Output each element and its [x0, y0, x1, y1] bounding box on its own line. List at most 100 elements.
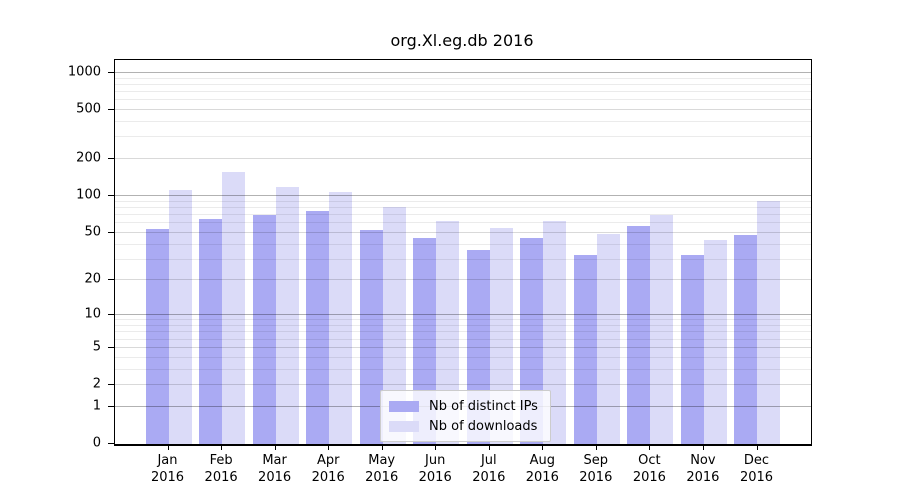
y-tick-mark-10	[108, 314, 114, 316]
gridline-5	[115, 346, 811, 348]
legend-label-distinct-ips: Nb of distinct IPs	[429, 398, 538, 414]
y-tick-label-20: 20	[84, 271, 101, 287]
legend-row-distinct-ips: Nb of distinct IPs	[389, 396, 538, 416]
x-tick-mark-apr	[328, 445, 330, 450]
gridline-2	[115, 384, 811, 385]
y-tick-mark-500	[108, 109, 114, 110]
x-tick-label-jun: Jun 2016	[418, 453, 452, 485]
y-tick-label-10: 10	[84, 306, 101, 322]
plot-area: Nb of distinct IPs Nb of downloads	[114, 59, 812, 446]
gridline-40	[115, 243, 811, 245]
gridline-300	[115, 136, 811, 138]
gridline-1000	[115, 71, 811, 73]
gridline-9	[115, 319, 811, 321]
legend-row-downloads: Nb of downloads	[389, 416, 538, 436]
x-tick-mark-may	[381, 445, 383, 450]
gridline-6	[115, 338, 811, 340]
bar-distinct-ips-oct	[627, 225, 651, 444]
y-tick-label-50: 50	[84, 224, 101, 240]
y-tick-mark-0	[108, 443, 114, 444]
x-tick-mark-jun	[435, 445, 437, 450]
x-tick-mark-sep	[595, 445, 597, 450]
bar-downloads-jun	[436, 220, 460, 444]
x-tick-mark-nov	[702, 445, 704, 450]
x-tick-mark-feb	[221, 445, 223, 450]
gridline-70	[115, 214, 811, 215]
x-tick-mark-mar	[274, 445, 276, 450]
gridline-100	[115, 195, 811, 197]
bar-distinct-ips-mar	[252, 215, 276, 444]
gridline-7	[115, 331, 811, 333]
gridline-700	[115, 91, 811, 92]
x-tick-mark-oct	[649, 445, 651, 450]
x-tick-label-nov: Nov 2016	[686, 453, 720, 485]
y-tick-label-500: 500	[76, 101, 101, 117]
gridline-30	[115, 258, 811, 260]
y-tick-mark-50	[108, 231, 114, 233]
y-tick-label-5: 5	[92, 339, 101, 355]
bar-distinct-ips-jan	[145, 228, 169, 444]
legend-swatch-downloads	[389, 420, 419, 432]
y-tick-mark-100	[108, 195, 114, 197]
gridline-900	[115, 77, 811, 79]
gridline-60	[115, 222, 811, 224]
bar-distinct-ips-feb	[199, 218, 223, 444]
gridline-400	[115, 121, 811, 122]
y-tick-label-1000: 1000	[67, 64, 101, 80]
bar-downloads-jan	[168, 189, 192, 444]
y-axis: 0 1 2 5 10 20 50 100 200 500 1000	[0, 59, 114, 451]
x-tick-label-oct: Oct 2016	[632, 453, 666, 485]
x-tick-label-aug: Aug 2016	[525, 453, 559, 485]
gridline-8	[115, 325, 811, 326]
bar-downloads-dec	[757, 201, 781, 444]
bar-distinct-ips-nov	[680, 254, 704, 444]
y-tick-label-0: 0	[92, 435, 101, 451]
bar-distinct-ips-apr	[306, 211, 330, 444]
y-tick-mark-20	[108, 279, 114, 281]
y-tick-mark-2	[108, 384, 114, 385]
x-tick-label-may: May 2016	[365, 453, 399, 485]
gridline-600	[115, 99, 811, 101]
bar-downloads-may	[382, 206, 406, 444]
y-tick-mark-200	[108, 158, 114, 160]
bar-downloads-nov	[703, 239, 727, 444]
x-tick-label-sep: Sep 2016	[579, 453, 613, 485]
gridline-80	[115, 206, 811, 208]
y-tick-label-100: 100	[76, 187, 101, 203]
y-tick-mark-1	[108, 405, 114, 407]
x-tick-mark-jul	[488, 445, 490, 450]
gridline-90	[115, 200, 811, 202]
gridline-20	[115, 279, 811, 281]
gridline-50	[115, 231, 811, 233]
gridline-10	[115, 314, 811, 316]
chart-title: org.Xl.eg.db 2016	[390, 31, 534, 50]
x-tick-label-feb: Feb 2016	[204, 453, 238, 485]
x-tick-mark-aug	[542, 445, 544, 450]
bar-downloads-aug	[543, 221, 567, 444]
x-tick-label-jul: Jul 2016	[472, 453, 506, 485]
x-tick-label-mar: Mar 2016	[258, 453, 292, 485]
x-tick-mark-jan	[167, 445, 169, 450]
gridline-200	[115, 158, 811, 160]
y-tick-label-1: 1	[92, 398, 101, 414]
bar-downloads-mar	[275, 186, 299, 444]
legend-label-downloads: Nb of downloads	[429, 418, 538, 434]
y-tick-label-2: 2	[92, 376, 101, 392]
x-tick-label-dec: Dec 2016	[739, 453, 774, 485]
legend-swatch-distinct-ips	[389, 400, 419, 412]
gridline-4	[115, 356, 811, 358]
bar-downloads-feb	[222, 172, 246, 444]
bar-distinct-ips-sep	[573, 254, 597, 444]
bar-downloads-jul	[489, 227, 513, 444]
y-tick-label-200: 200	[76, 150, 101, 166]
x-axis: Jan 2016 Feb 2016 Mar 2016 Apr 2016 May 2016 Jun 20…	[114, 445, 810, 500]
bar-downloads-oct	[650, 215, 674, 444]
legend: Nb of distinct IPs Nb of downloads	[380, 390, 551, 442]
x-tick-mark-dec	[756, 445, 758, 450]
gridline-500	[115, 109, 811, 110]
bar-distinct-ips-dec	[734, 234, 758, 444]
x-tick-label-jan: Jan 2016	[150, 453, 185, 485]
bar-distinct-ips-may	[359, 229, 383, 444]
y-tick-mark-5	[108, 346, 114, 348]
